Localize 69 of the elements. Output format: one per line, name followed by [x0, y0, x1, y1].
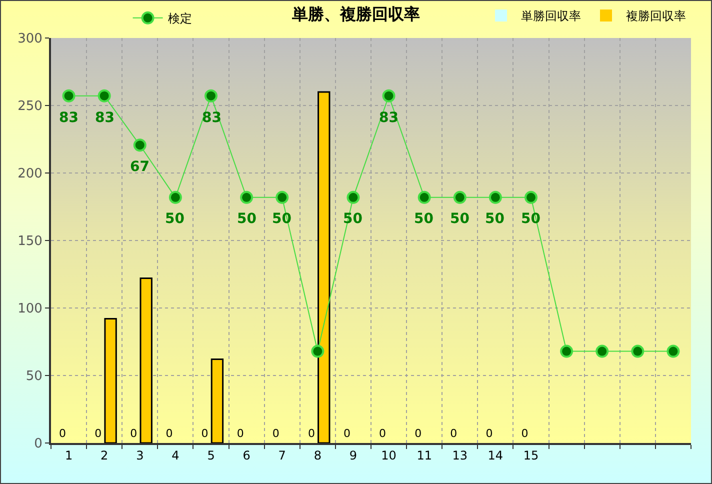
data-label: 0 [414, 427, 422, 440]
data-label: 0 [344, 427, 350, 440]
point [133, 138, 146, 152]
data-label: 50 [414, 211, 434, 227]
data-label: 0 [450, 427, 458, 440]
point [382, 89, 396, 102]
data-label: 83 [95, 110, 114, 126]
bar [140, 278, 152, 443]
point [453, 190, 466, 204]
point [98, 89, 111, 102]
data-label: 0 [236, 427, 244, 440]
data-label: 0 [201, 427, 208, 440]
data-label: 50 [485, 211, 505, 227]
data-label: 83 [59, 110, 78, 126]
point [311, 344, 324, 358]
point [346, 190, 360, 204]
chart-title: 単勝、複勝回収率 [291, 4, 420, 24]
data-label: 0 [521, 427, 528, 440]
data-label: 67 [130, 159, 150, 175]
point [560, 344, 574, 358]
data-label: 0 [379, 427, 386, 440]
x-tick-label: 6 [242, 448, 250, 462]
bar [210, 358, 224, 443]
legend-label: 単勝回収率 [521, 9, 581, 24]
y-tick-label: 200 [18, 166, 42, 182]
data-label: 0 [486, 427, 493, 440]
x-tick-label: 11 [416, 448, 432, 462]
point [168, 190, 182, 204]
data-label: 50 [450, 211, 470, 227]
x-tick-label: 1 [64, 448, 73, 462]
point [240, 190, 254, 204]
point [418, 190, 431, 204]
point [631, 344, 644, 358]
data-label: 0 [130, 427, 138, 440]
y-tick-label: 0 [34, 436, 42, 452]
point [488, 190, 502, 204]
data-label: 50 [237, 211, 257, 227]
x-tick-label: 15 [523, 448, 539, 462]
point [276, 190, 289, 204]
x-tick-label: 13 [452, 448, 468, 462]
y-tick-label: 250 [18, 99, 42, 114]
point [524, 190, 538, 204]
legend-label: 検定 [168, 12, 192, 26]
legend-label: 複勝回収率 [626, 9, 686, 24]
x-tick-label: 4 [172, 448, 180, 462]
x-tick-label: 8 [314, 448, 322, 462]
x-tick-label: 10 [381, 448, 396, 462]
bar [104, 318, 117, 443]
x-tick-label: 14 [488, 448, 504, 462]
point [666, 344, 680, 358]
x-tick-label: 3 [136, 448, 144, 462]
y-tick-label: 150 [18, 234, 42, 250]
y-tick-label: 100 [18, 302, 42, 317]
data-label: 0 [272, 427, 280, 440]
data-label: 0 [308, 427, 315, 440]
point [62, 89, 76, 102]
y-tick-label: 300 [18, 32, 42, 47]
data-label: 0 [94, 427, 102, 440]
x-tick-label: 5 [207, 448, 215, 462]
point [596, 344, 609, 358]
x-tick-label: 9 [349, 448, 358, 462]
data-label: 0 [59, 427, 66, 440]
x-tick-label: 2 [100, 448, 108, 462]
data-label: 50 [165, 211, 185, 227]
bar [318, 91, 330, 443]
point [204, 89, 218, 102]
data-label: 0 [166, 427, 173, 440]
y-tick-label: 50 [26, 369, 42, 384]
x-tick-label: 7 [278, 448, 286, 462]
